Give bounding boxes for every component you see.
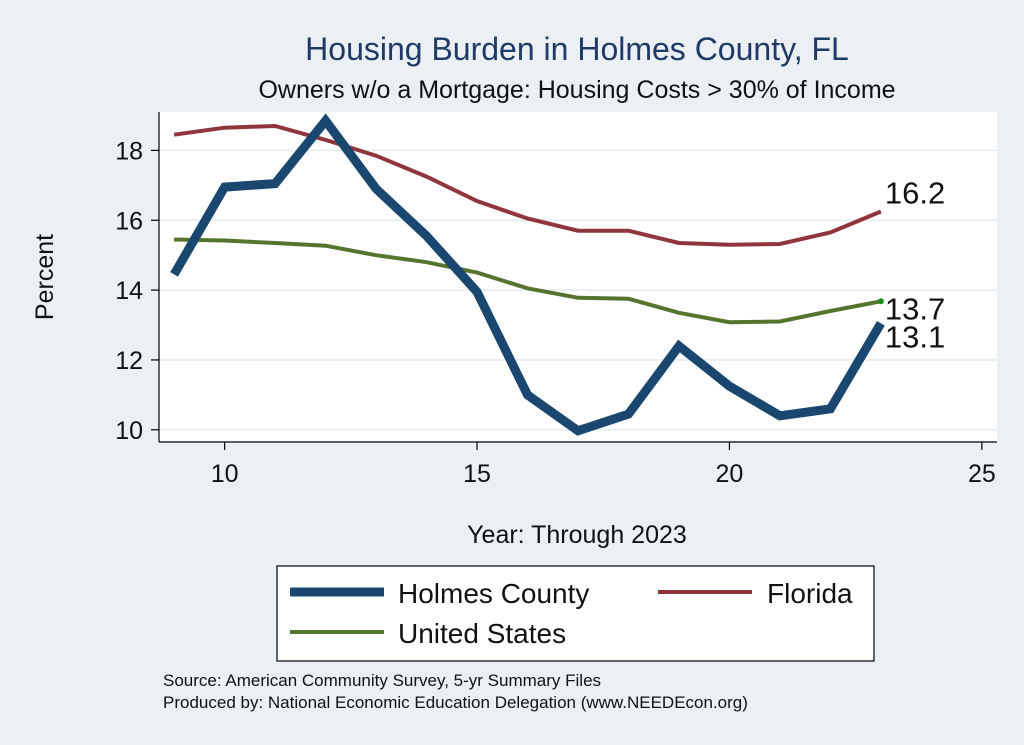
- series-line-holmes: [170, 113, 885, 436]
- end-label-florida: 16.2: [885, 176, 945, 211]
- plot-area: [159, 112, 997, 442]
- y-tick-label: 18: [115, 137, 143, 165]
- source-note: Source: American Community Survey, 5-yr …: [163, 671, 601, 690]
- producer-note: Produced by: National Economic Education…: [163, 693, 748, 712]
- series-line-us: [174, 237, 882, 325]
- chart-subtitle: Owners w/o a Mortgage: Housing Costs > 3…: [258, 76, 895, 104]
- axes: 10 12 14 16 18 10 15 20 25: [115, 112, 997, 488]
- series-line-florida: [173, 123, 882, 247]
- legend-label-florida: Florida: [767, 578, 853, 609]
- x-tick-label: 20: [716, 460, 744, 488]
- series-lines: [170, 113, 885, 436]
- legend: Holmes County Florida United States: [276, 565, 875, 662]
- end-label-us: 13.7: [885, 291, 945, 326]
- end-labels: 13.1 16.2 13.7: [885, 176, 945, 355]
- legend-box: [276, 565, 875, 662]
- legend-label-holmes: Holmes County: [398, 578, 589, 609]
- y-tick-label: 16: [115, 207, 143, 235]
- x-tick-label: 15: [463, 460, 491, 488]
- x-tick-label: 25: [968, 460, 996, 488]
- x-tick-label: 10: [211, 460, 239, 488]
- end-label-holmes: 13.1: [885, 319, 945, 354]
- x-axis-title: Year: Through 2023: [467, 521, 687, 549]
- y-tick-label: 14: [115, 277, 143, 305]
- y-tick-label: 10: [115, 417, 143, 445]
- legend-label-us: United States: [398, 618, 566, 649]
- y-tick-label: 12: [115, 347, 143, 375]
- endpoint-marker-us: [877, 298, 884, 305]
- y-axis-title: Percent: [31, 234, 59, 320]
- chart-title: Housing Burden in Holmes County, FL: [305, 31, 849, 67]
